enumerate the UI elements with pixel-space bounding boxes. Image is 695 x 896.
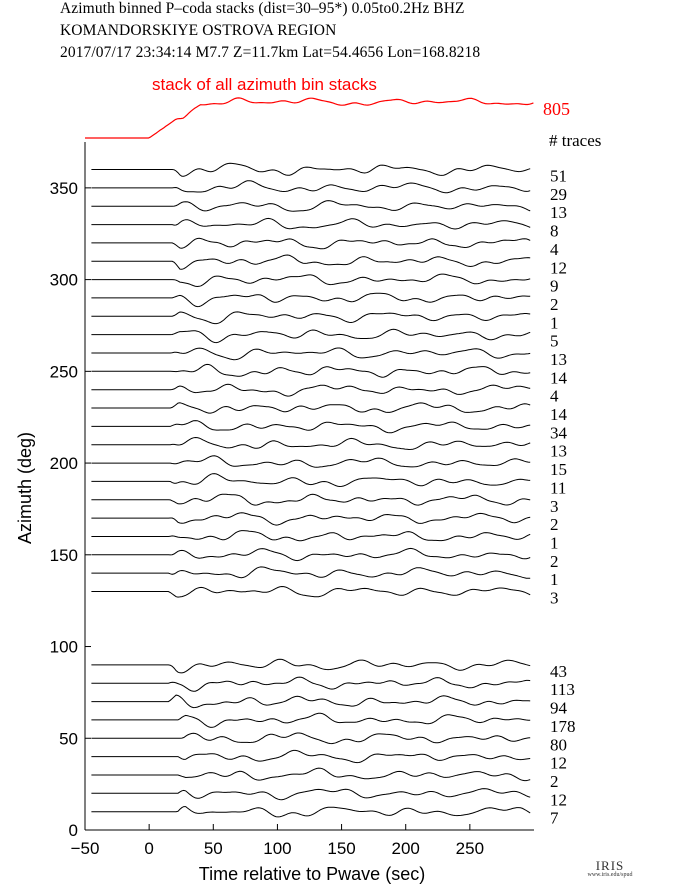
- trace-az-30: [91, 767, 531, 782]
- y-tick-label: 100: [50, 638, 78, 657]
- logo-url: www.iris.edu/spud: [587, 872, 633, 878]
- trace-az-190: [91, 473, 531, 488]
- trace-count-label: 13: [550, 350, 567, 369]
- trace-az-290: [91, 292, 531, 308]
- trace-az-40: [91, 749, 531, 764]
- trace-az-340: [91, 200, 531, 212]
- header-line-1: Azimuth binned P–coda stacks (dist=30–95…: [60, 0, 465, 17]
- x-tick-label: 150: [327, 839, 355, 858]
- trace-az-310: [91, 254, 531, 270]
- trace-az-300: [91, 273, 531, 288]
- y-tick-label: 300: [50, 271, 78, 290]
- trace-count-label: 4: [550, 387, 559, 406]
- header-line-3: 2017/07/17 23:34:14 M7.7 Z=11.7km Lat=54…: [60, 44, 481, 61]
- trace-count-label: 12: [550, 754, 567, 773]
- trace-count-label: 2: [550, 295, 559, 314]
- trace-az-160: [91, 530, 531, 542]
- trace-az-320: [91, 237, 531, 250]
- count-labels: 5129138412921513144143413151132121343113…: [550, 167, 576, 828]
- trace-count-label: 178: [550, 717, 576, 736]
- trace-az-10: [91, 806, 531, 818]
- trace-az-60: [91, 712, 531, 728]
- trace-az-80: [91, 676, 531, 692]
- trace-count-label: 12: [550, 790, 567, 809]
- trace-count-label: 43: [550, 662, 567, 681]
- trace-az-240: [91, 383, 531, 397]
- trace-count-label: 13: [550, 203, 567, 222]
- trace-count-label: 7: [550, 809, 559, 828]
- trace-count-label: 80: [550, 735, 567, 754]
- trace-count-label: 2: [550, 772, 559, 791]
- y-tick-label: 250: [50, 362, 78, 381]
- trace-az-150: [91, 547, 531, 562]
- trace-count-label: 29: [550, 185, 567, 204]
- stack-title: stack of all azimuth bin stacks: [152, 75, 377, 94]
- trace-count-label: 1: [550, 313, 559, 332]
- x-tick-label: 50: [204, 839, 223, 858]
- trace-az-230: [91, 402, 531, 414]
- x-tick-label: 100: [263, 839, 291, 858]
- trace-count-label: 1: [550, 570, 559, 589]
- trace-az-280: [91, 311, 531, 325]
- x-tick-label: −50: [71, 839, 100, 858]
- y-tick-label: 350: [50, 179, 78, 198]
- trace-count-label: 113: [550, 680, 575, 699]
- trace-az-170: [91, 512, 531, 526]
- trace-az-270: [91, 328, 531, 344]
- x-tick-label: 250: [456, 839, 484, 858]
- trace-az-200: [91, 455, 531, 468]
- trace-az-140: [91, 566, 531, 579]
- trace-count-label: 2: [550, 552, 559, 571]
- trace-az-20: [91, 788, 531, 801]
- y-tick-label: 0: [69, 821, 78, 840]
- trace-az-70: [91, 694, 531, 709]
- trace-count-label: 9: [550, 277, 559, 296]
- trace-az-180: [91, 493, 531, 506]
- trace-count-label: 11: [550, 478, 566, 497]
- y-axis-title: Azimuth (deg): [15, 432, 35, 544]
- iris-logo: IRIS www.iris.edu/spud: [582, 858, 638, 878]
- traces-column-header: # traces: [549, 131, 601, 150]
- y-tick-label: 150: [50, 546, 78, 565]
- trace-count-label: 15: [550, 460, 567, 479]
- y-tick-label: 50: [59, 729, 78, 748]
- trace-az-350: [91, 180, 531, 194]
- trace-count-label: 1: [550, 533, 559, 552]
- header-line-2: KOMANDORSKIYE OSTROVA REGION: [60, 22, 337, 39]
- x-tick-label: 200: [392, 839, 420, 858]
- trace-count-label: 13: [550, 442, 567, 461]
- trace-az-130: [91, 585, 531, 598]
- trace-count-label: 14: [550, 405, 568, 424]
- trace-count-label: 2: [550, 515, 559, 534]
- stack-trace: [85, 97, 534, 139]
- trace-count-label: 8: [550, 222, 559, 241]
- trace-count-label: 94: [550, 699, 568, 718]
- trace-az-210: [91, 436, 531, 451]
- trace-az-50: [91, 732, 531, 745]
- trace-az-250: [91, 363, 531, 378]
- x-tick-label: 0: [144, 839, 153, 858]
- trace-count-label: 51: [550, 167, 567, 186]
- logo-brand: IRIS: [595, 858, 625, 873]
- stack-panel: stack of all azimuth bin stacks 805: [85, 75, 570, 139]
- x-axis-title: Time relative to Pwave (sec): [199, 864, 425, 884]
- trace-az-90: [91, 658, 531, 674]
- trace-group: [91, 162, 531, 818]
- stack-count: 805: [543, 99, 570, 119]
- trace-az-360: [91, 162, 531, 177]
- trace-count-label: 14: [550, 368, 568, 387]
- trace-count-label: 3: [550, 588, 559, 607]
- trace-count-label: 4: [550, 240, 559, 259]
- trace-count-label: 5: [550, 332, 559, 351]
- trace-count-label: 3: [550, 497, 559, 516]
- y-tick-label: 200: [50, 454, 78, 473]
- trace-count-label: 34: [550, 423, 568, 442]
- trace-az-220: [91, 420, 531, 434]
- trace-count-label: 12: [550, 258, 567, 277]
- trace-az-330: [91, 217, 531, 230]
- trace-az-260: [91, 347, 531, 361]
